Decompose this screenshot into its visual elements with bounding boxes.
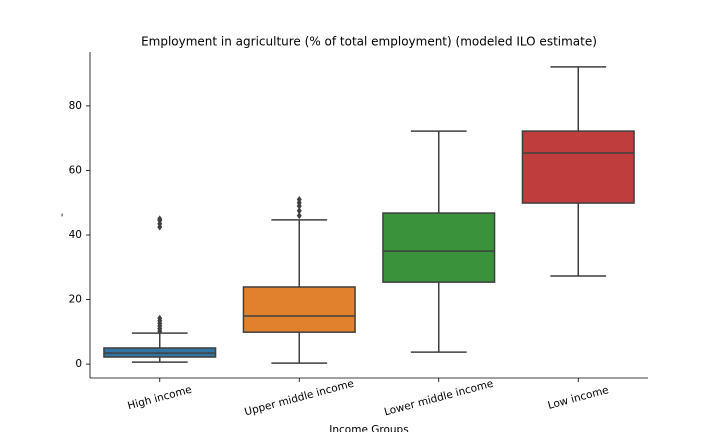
- x-tick-label: Low income: [547, 384, 610, 412]
- outlier: [157, 215, 163, 223]
- y-tick-label: 60: [69, 164, 82, 176]
- y-tick-label: 80: [69, 100, 82, 112]
- y-tick-label: 0: [75, 358, 82, 370]
- outlier: [157, 314, 163, 322]
- y-axis-label: -: [56, 213, 68, 217]
- x-axis-label: Income Groups: [329, 424, 408, 432]
- x-tick-label: Upper middle income: [243, 378, 355, 419]
- box: [382, 212, 496, 283]
- outlier: [296, 207, 302, 215]
- y-tick-label: 40: [69, 229, 82, 241]
- y-tick-label: 20: [69, 294, 82, 306]
- x-tick-label: Lower middle income: [383, 378, 495, 419]
- outlier: [296, 196, 302, 204]
- chart-title: Employment in agriculture (% of total em…: [141, 35, 597, 49]
- box: [242, 286, 356, 333]
- x-tick-label: High income: [126, 384, 193, 413]
- box: [521, 130, 635, 204]
- outlier: [296, 212, 302, 220]
